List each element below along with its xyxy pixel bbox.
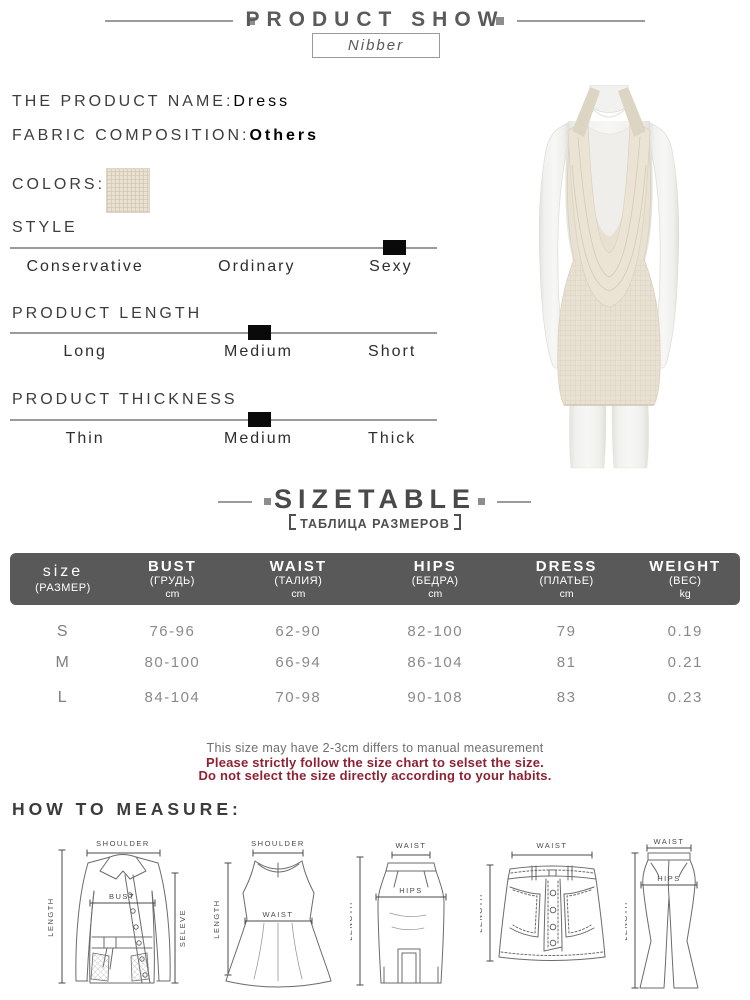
length-option-medium: Medium xyxy=(224,343,293,360)
mini-skirt-length-label: LENGTH xyxy=(480,893,484,932)
sizetable-subtitle: ТАБЛИЦА РАЗМЕРОВ xyxy=(300,517,450,531)
col-header-size: size (РАЗМЕР) xyxy=(35,563,91,594)
col-header-dress: DRESS (ПЛАТЬЕ) cm xyxy=(535,558,598,600)
style-options: Conservative Ordinary Sexy xyxy=(10,258,437,278)
measure-figure-pants: WAIST LENGTH HIPS xyxy=(625,837,699,989)
measurement-note: This size may have 2-3cm differs to manu… xyxy=(206,741,544,755)
colors-label: COLORS: xyxy=(12,176,106,193)
sizetable-subtitle-row: ТАБЛИЦА РАЗМЕРОВ xyxy=(0,514,750,531)
thickness-slider-line xyxy=(10,419,437,421)
measure-figure-dress: SHOULDER LENGTH WAIST xyxy=(212,839,332,988)
size-table-body: S 76-96 62-90 82-100 79 0.19 M 80-100 66… xyxy=(10,605,740,713)
jacket-bust-label: BUST xyxy=(109,892,135,901)
size-warning-2: Do not select the size directly accordin… xyxy=(198,768,552,783)
size-warning-1: Please strictly follow the size chart to… xyxy=(206,755,544,770)
measure-figure-mini-skirt: WAIST LENGTH xyxy=(480,841,606,962)
style-slider-line xyxy=(10,247,437,249)
skirt-length-label: LENGTH xyxy=(350,901,354,940)
style-option-ordinary: Ordinary xyxy=(218,258,296,275)
fabric-row: FABRIC COMPOSITION: Others xyxy=(12,127,319,145)
color-swatch xyxy=(106,168,150,213)
length-options: Long Medium Short xyxy=(10,343,437,363)
measure-figure-jacket: SHOULDER LENGTH BUST SELEVE xyxy=(46,839,187,984)
sizetable-title: SIZETABLE xyxy=(274,484,476,514)
pants-length-label: LENGTH xyxy=(625,901,629,940)
col-header-hips: HIPS (БЕДРА) cm xyxy=(411,558,459,600)
pants-hips-label: HIPS xyxy=(657,874,681,883)
product-name-row: THE PRODUCT NAME: Dress xyxy=(12,93,290,111)
table-row-s: S 76-96 62-90 82-100 79 0.19 xyxy=(56,622,703,641)
col-header-waist: WAIST (ТАЛИЯ) cm xyxy=(269,558,328,600)
style-title: STYLE xyxy=(12,219,78,236)
dress-length-label: LENGTH xyxy=(212,899,221,938)
product-photo-drawing xyxy=(538,84,680,469)
thickness-title: PRODUCT THICKNESS xyxy=(12,391,238,408)
jacket-shoulder-label: SHOULDER xyxy=(96,839,150,848)
thickness-marker xyxy=(248,412,271,427)
thickness-option-thin: Thin xyxy=(65,430,105,447)
length-marker xyxy=(248,325,271,340)
style-option-sexy: Sexy xyxy=(369,258,413,275)
skirt-waist-label: WAIST xyxy=(396,841,427,850)
measure-figure-pencil-skirt: WAIST LENGTH HIPS xyxy=(350,841,447,986)
brand-name: Nibber xyxy=(347,37,405,54)
length-title: PRODUCT LENGTH xyxy=(12,305,203,322)
page-title: PRODUCT SHOW xyxy=(245,8,505,31)
product-photo xyxy=(490,84,745,470)
style-marker xyxy=(383,240,406,255)
sizetable-decor-square-right xyxy=(478,498,485,505)
header-decor-square-left xyxy=(247,17,255,25)
length-option-long: Long xyxy=(63,343,107,360)
dress-waist-label: WAIST xyxy=(263,910,294,919)
thickness-option-medium: Medium xyxy=(224,430,293,447)
length-option-short: Short xyxy=(368,343,417,360)
size-table: size (РАЗМЕР) BUST (ГРУДЬ) cm WAIST (ТАЛ… xyxy=(10,553,740,713)
jacket-length-label: LENGTH xyxy=(46,897,55,936)
sizetable-decor-square-left xyxy=(264,498,271,505)
sizetable-decor-line-left xyxy=(218,501,252,503)
left-bracket-decor xyxy=(289,514,297,530)
brand-box: Nibber xyxy=(312,33,440,58)
pants-waist-label: WAIST xyxy=(654,837,685,846)
product-name-label: THE PRODUCT NAME: xyxy=(12,93,234,110)
right-bracket-decor xyxy=(453,514,461,530)
table-row-l: L 84-104 70-98 90-108 83 0.23 xyxy=(57,688,703,707)
jacket-sleeve-label: SELEVE xyxy=(178,909,187,947)
fabric-label: FABRIC COMPOSITION: xyxy=(12,127,250,144)
header-decor-line-right xyxy=(517,20,645,22)
col-header-bust: BUST (ГРУДЬ) cm xyxy=(147,558,197,600)
mini-skirt-waist-label: WAIST xyxy=(537,841,568,850)
length-slider-line xyxy=(10,332,437,334)
how-to-measure-title: HOW TO MEASURE: xyxy=(12,799,242,819)
thickness-options: Thin Medium Thick xyxy=(10,430,437,450)
product-name-value: Dress xyxy=(233,93,291,110)
style-option-conservative: Conservative xyxy=(26,258,144,275)
col-header-weight: WEIGHT (ВЕС) kg xyxy=(649,558,722,600)
sizetable-decor-line-right xyxy=(497,501,531,503)
table-row-m: M 80-100 66-94 86-104 81 0.21 xyxy=(55,653,703,672)
colors-row: COLORS: xyxy=(12,176,105,194)
dress-shoulder-label: SHOULDER xyxy=(251,839,305,848)
skirt-hips-label: HIPS xyxy=(399,886,423,895)
header-decor-line-left xyxy=(105,20,233,22)
fabric-value: Others xyxy=(249,127,320,144)
size-table-header: size (РАЗМЕР) BUST (ГРУДЬ) cm WAIST (ТАЛ… xyxy=(10,553,740,605)
thickness-option-thick: Thick xyxy=(368,430,417,447)
header-decor-square-right xyxy=(496,17,504,25)
